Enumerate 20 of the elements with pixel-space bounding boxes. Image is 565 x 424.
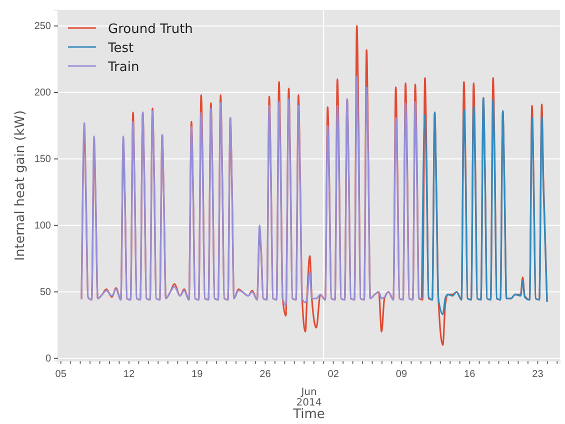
legend-label: Test [107,41,134,56]
text: Jun 2014 [296,387,322,408]
x-tick-label: 19 [192,369,204,380]
x-tick-label: 09 [396,369,408,380]
y-tick-label: 150 [34,154,52,166]
x-tick-label: 16 [464,369,476,380]
x-tick-label: 23 [532,369,544,380]
x-tick-label: 05 [55,369,67,380]
x-tick-label: 12 [123,369,135,380]
legend-label: Ground Truth [108,22,193,37]
x-tick-label: 26 [260,369,272,380]
y-tick-label: 200 [34,88,52,99]
y-tick-label: 250 [34,21,52,32]
y-tick-label: 50 [40,287,52,298]
y-tick-label: 0 [45,354,52,365]
y-axis-title: Internal heat gain (kW) [13,110,28,261]
y-tick-label: 100 [34,220,52,232]
x-axis-title: Time [292,407,325,422]
x-tick-label: 02 [328,369,340,380]
legend-label: Train [107,60,140,75]
